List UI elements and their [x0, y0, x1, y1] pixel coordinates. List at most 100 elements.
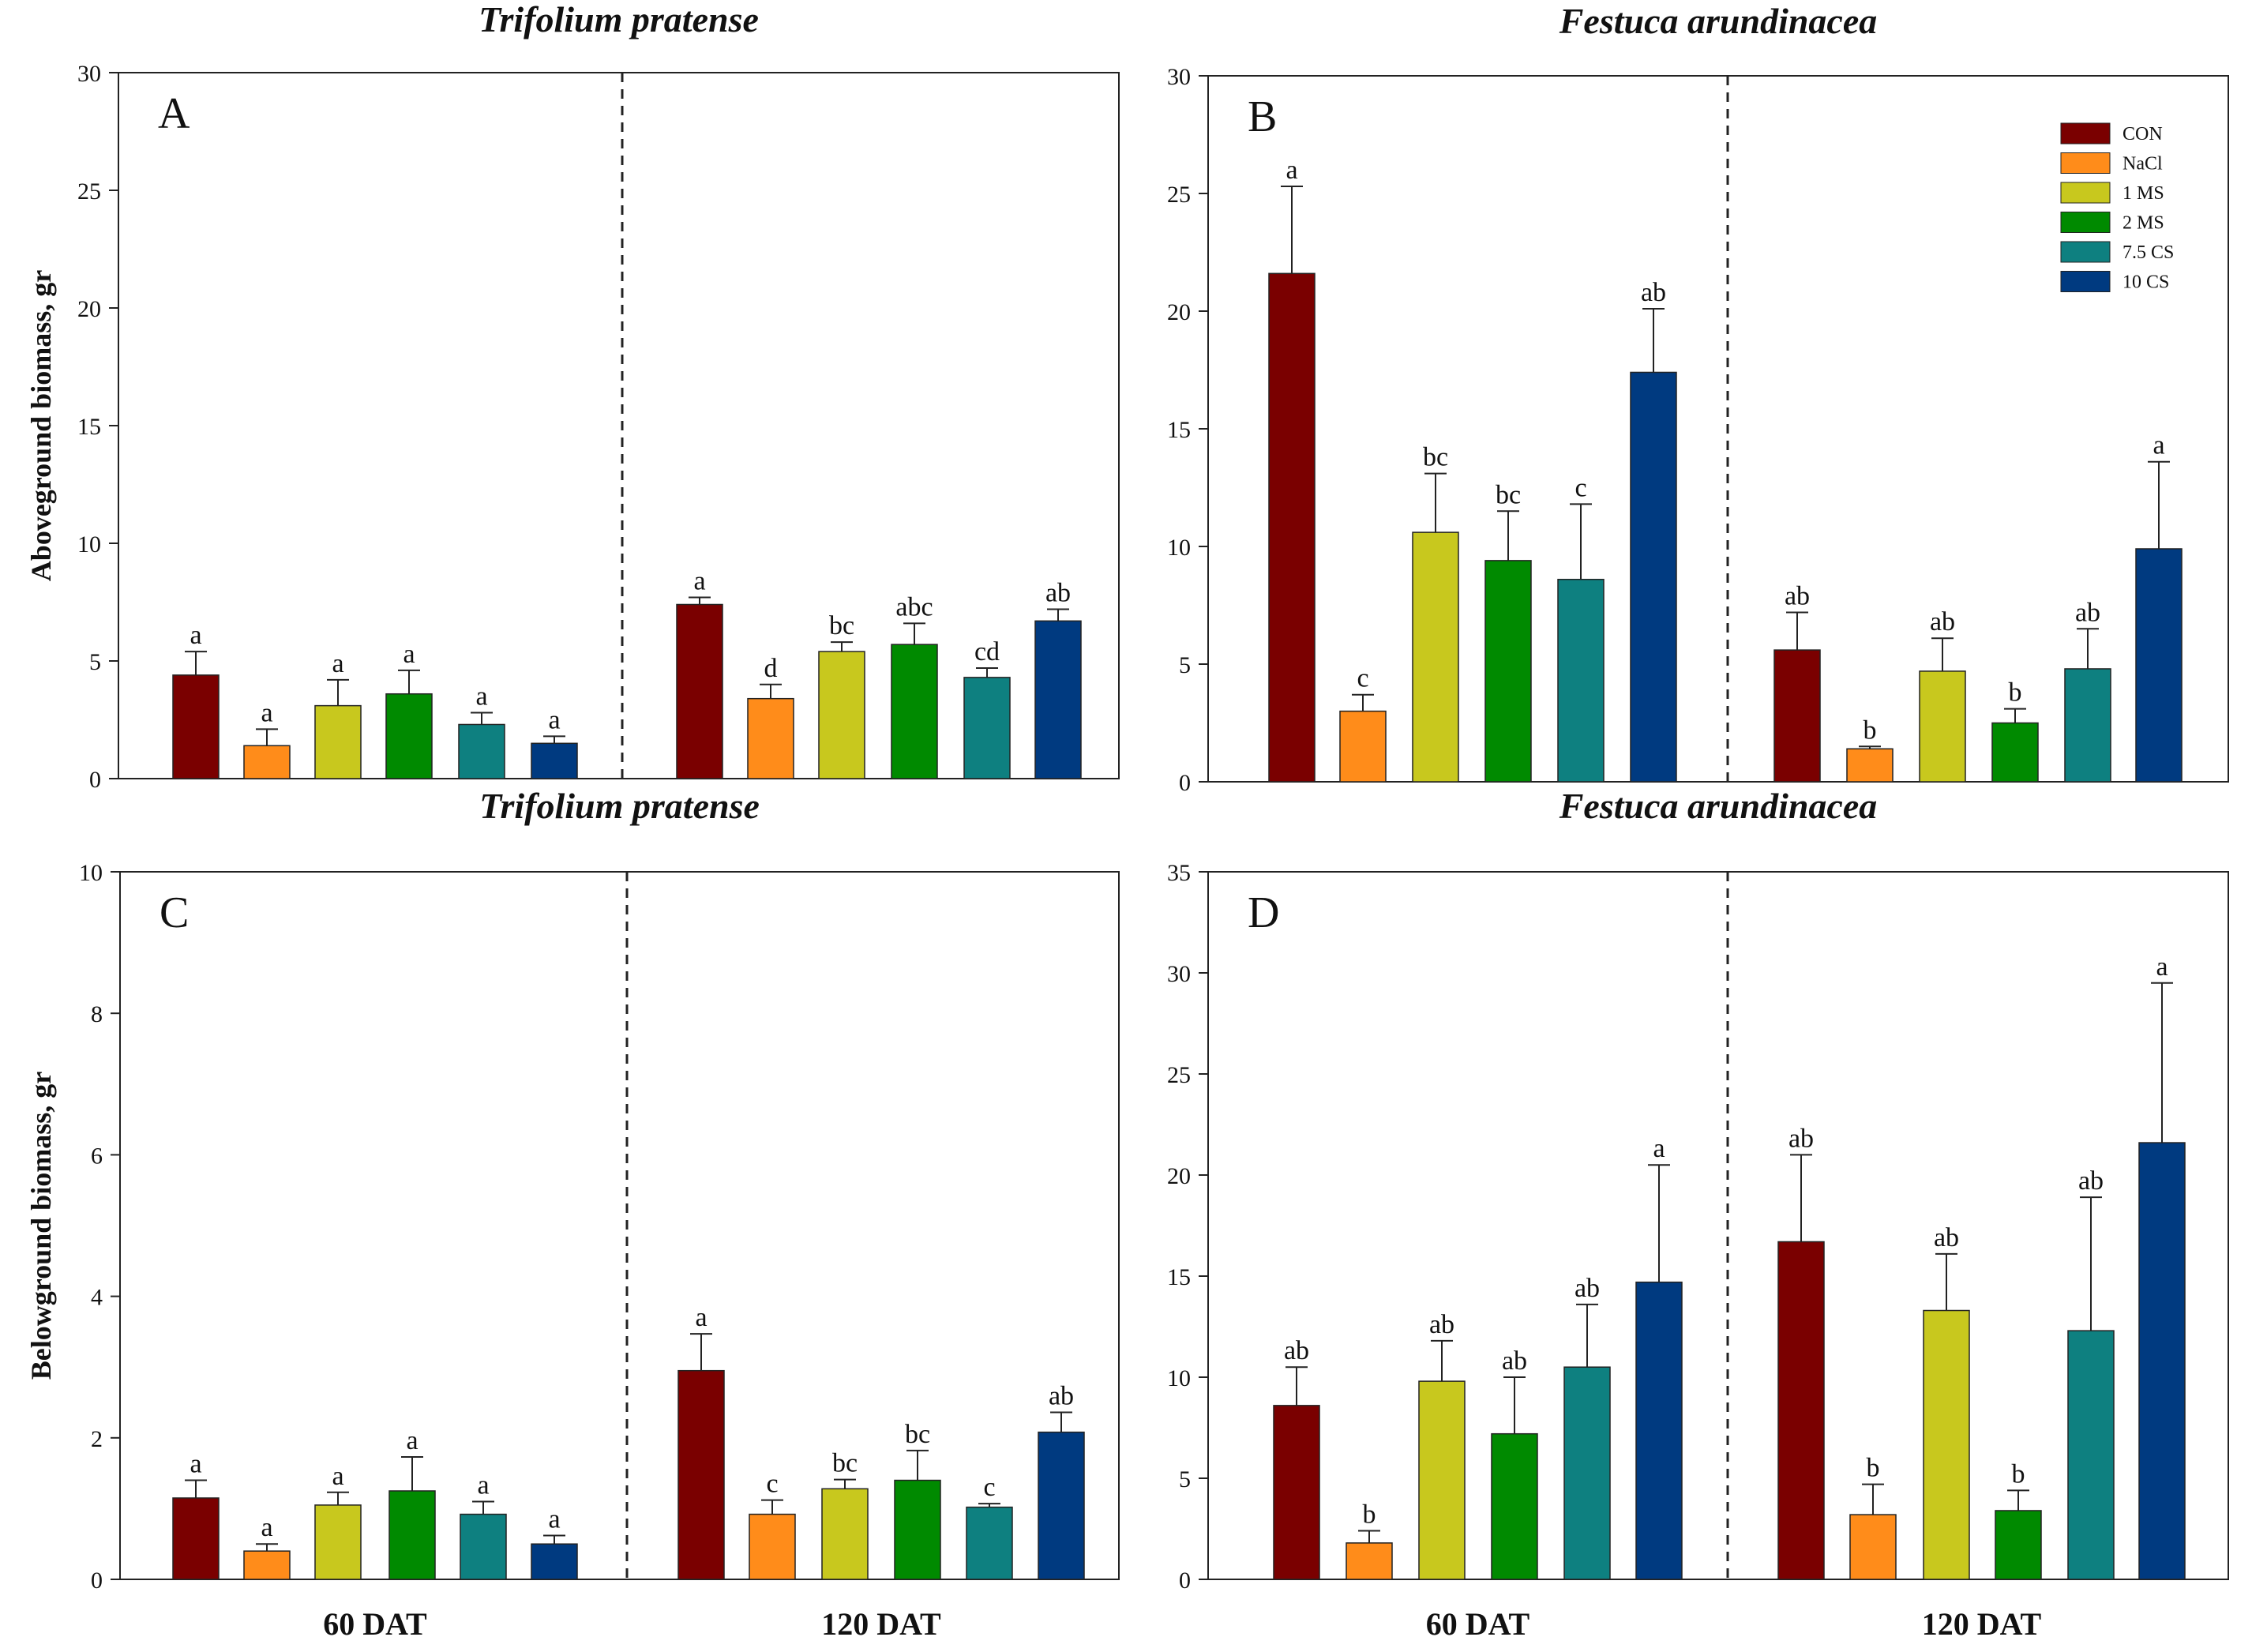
y-tick-label: 0: [91, 1568, 103, 1594]
bar: [1563, 1366, 1611, 1580]
panel-letter: A: [158, 89, 190, 138]
y-tick-label: 25: [77, 178, 101, 205]
bar: [1038, 1431, 1085, 1580]
bar: [243, 1550, 291, 1580]
significance-letter: a: [2153, 431, 2164, 460]
y-tick-label: 30: [1167, 64, 1191, 90]
legend-item: 10 CS: [2060, 271, 2169, 293]
bar: [1995, 1510, 2042, 1580]
bar: [963, 677, 1011, 779]
bar: [891, 644, 938, 779]
significance-letter: c: [766, 1470, 778, 1499]
chart-panel-b: Festuca arundinacea B 0 5 10 15 20 25 30 a c bc bc c a…: [1167, 1, 2229, 796]
legend: CON NaCl 1 MS 2 MS 7.5 CS 10 CS: [2060, 122, 2174, 293]
bar: [1268, 272, 1316, 783]
x-group-label: 60 DAT: [323, 1606, 427, 1642]
legend-label: 2 MS: [2123, 213, 2164, 234]
bar: [677, 1369, 725, 1580]
significance-letter: abc: [895, 592, 933, 621]
legend-swatch: [2060, 271, 2111, 292]
y-tick-label: 0: [1179, 770, 1191, 796]
significance-letter: a: [190, 621, 201, 650]
bar: [172, 1497, 220, 1580]
plot-frame: [1207, 871, 2229, 1580]
significance-letter: c: [983, 1473, 995, 1502]
bar: [676, 603, 723, 779]
significance-letter: c: [1575, 473, 1586, 502]
y-axis-label: Belowground biomass, gr: [25, 1072, 57, 1380]
bar: [314, 1504, 362, 1580]
significance-letter: ab: [2075, 598, 2100, 627]
y-tick-label: 5: [1179, 1466, 1191, 1492]
significance-letter: a: [1286, 156, 1297, 185]
y-tick-label: 4: [91, 1285, 103, 1311]
y-tick-label: 35: [1167, 860, 1191, 886]
bar: [818, 651, 865, 779]
legend-item: CON: [2060, 122, 2163, 145]
significance-letter: a: [2156, 952, 2168, 982]
plot-frame: [119, 871, 1120, 1580]
y-tick-label: 25: [1167, 1062, 1191, 1088]
bar: [2064, 668, 2111, 783]
significance-letter: a: [332, 649, 343, 678]
bar: [1339, 710, 1387, 783]
significance-letter: bc: [829, 611, 854, 640]
significance-letter: ab: [1641, 278, 1666, 307]
significance-letter: a: [332, 1462, 343, 1491]
y-tick-label: 10: [1167, 1365, 1191, 1391]
bar: [458, 723, 505, 779]
significance-letter: ab: [1934, 1223, 1959, 1252]
significance-letter: ab: [1429, 1310, 1454, 1339]
x-group-label: 120 DAT: [1922, 1606, 2042, 1642]
bar: [243, 745, 291, 779]
panel-title: Festuca arundinacea: [1559, 1, 1878, 41]
legend-label: 1 MS: [2123, 183, 2164, 204]
significance-letter: b: [1363, 1500, 1376, 1530]
significance-letter: a: [261, 1513, 272, 1542]
significance-letter: ab: [1049, 1382, 1074, 1411]
bar: [1630, 371, 1677, 783]
significance-letter: a: [1653, 1134, 1665, 1163]
y-tick-label: 5: [1179, 652, 1191, 678]
panel-letter: C: [160, 888, 189, 937]
y-tick-label: 20: [1167, 1163, 1191, 1189]
bar: [1273, 1405, 1320, 1580]
bar: [2135, 548, 2183, 783]
significance-letter: a: [190, 1450, 201, 1479]
plot-frame: [118, 72, 1120, 779]
bar: [1635, 1281, 1683, 1580]
bar: [1484, 560, 1532, 783]
significance-letter: b: [1864, 715, 1877, 745]
y-tick-label: 10: [77, 531, 101, 558]
significance-letter: a: [695, 1303, 707, 1332]
bar: [1919, 670, 1966, 783]
panel-title: Festuca arundinacea: [1559, 786, 1878, 826]
chart-panel-d: Festuca arundinaceaD05101520253035abbaba…: [1167, 786, 2229, 1642]
y-axis-label: Aboveground biomass, gr: [25, 270, 57, 581]
panel-letter: D: [1248, 888, 1279, 937]
significance-letter: ab: [1284, 1336, 1309, 1365]
significance-letter: cd: [974, 637, 1000, 666]
legend-swatch: [2060, 241, 2111, 263]
significance-letter: bc: [1423, 443, 1448, 472]
significance-letter: ab: [1788, 1124, 1814, 1153]
bar: [1034, 620, 1082, 779]
chart-panel-c: Trifolium pratense C 0 2 4 6 8 10 Belowground bi…: [25, 786, 1120, 1642]
bar: [388, 1490, 436, 1580]
bar: [1773, 649, 1821, 783]
significance-letter: ab: [1785, 581, 1810, 610]
bar: [1777, 1241, 1825, 1580]
y-tick-label: 5: [89, 649, 101, 675]
y-tick-label: 30: [1167, 961, 1191, 987]
bar: [1923, 1309, 1970, 1580]
y-tick-label: 15: [1167, 417, 1191, 443]
legend-label: NaCl: [2123, 154, 2163, 175]
bar: [1557, 578, 1605, 783]
significance-letter: b: [2009, 678, 2022, 708]
x-group-label: 60 DAT: [1426, 1606, 1530, 1642]
legend-swatch: [2060, 152, 2111, 174]
significance-letter: d: [764, 654, 778, 683]
bar: [531, 1543, 578, 1580]
bar: [747, 697, 794, 779]
